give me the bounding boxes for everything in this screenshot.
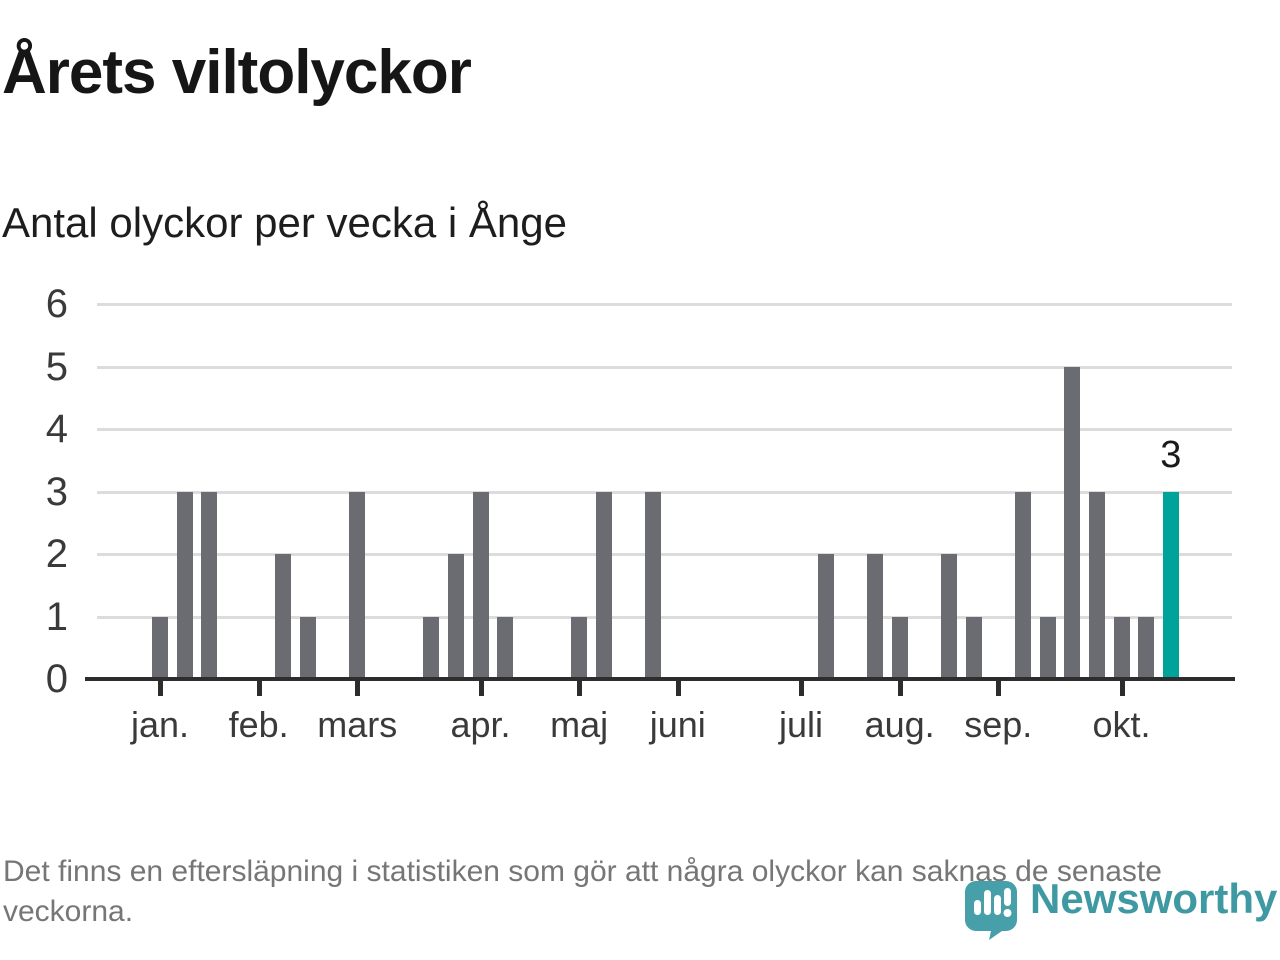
- x-label-juli: juli: [779, 704, 824, 745]
- newsworthy-wordmark: Newsworthy: [1030, 875, 1278, 922]
- bar-week-30: [866, 554, 883, 679]
- y-axis-label-5: 5: [45, 344, 68, 389]
- x-label-apr: apr.: [450, 704, 511, 745]
- y-axis-label-4: 4: [45, 407, 68, 451]
- x-label-jan: jan.: [130, 704, 190, 745]
- bar-week-19: [595, 491, 612, 679]
- gridline-6: [97, 303, 1232, 306]
- bar-week-14: [472, 491, 489, 679]
- bar-value-annotation: 3: [1160, 433, 1182, 476]
- x-label-juni: juni: [649, 704, 706, 745]
- bar-week-33: [940, 554, 957, 679]
- x-label-okt: okt.: [1092, 704, 1151, 745]
- newsworthy-bubble-chart-icon: [965, 881, 1017, 940]
- bar-week-42: [1162, 491, 1179, 679]
- footnote: Det finns en eftersläpning i statistiken…: [3, 855, 1162, 928]
- x-tick-maj: [577, 681, 583, 696]
- x-tick-jan: [158, 681, 163, 696]
- page-subtitle: Antal olyckor per vecka i Ånge: [2, 199, 567, 246]
- y-axis-label-2: 2: [45, 532, 68, 576]
- x-tick-okt: [1119, 681, 1125, 696]
- bar-week-15: [497, 616, 514, 679]
- x-label-feb: feb.: [228, 704, 289, 745]
- gridline-3: [97, 490, 1232, 494]
- weekly-accidents-bar-chart: 0 1 2 3 4 5 6 jan. feb. mars apr. maj juni juli aug. se…: [45, 282, 1235, 745]
- y-axis-label-3: 3: [45, 469, 68, 514]
- x-tick-juli: [799, 681, 805, 696]
- y-axis-label-6: 6: [45, 282, 68, 326]
- y-axis-label-0: 0: [45, 657, 68, 701]
- page-title: Årets viltolyckor: [2, 38, 472, 107]
- bar-week-31: [891, 616, 908, 679]
- bar-week-7: [299, 616, 316, 679]
- x-tick-apr: [478, 681, 484, 696]
- bar-week-36: [1014, 491, 1031, 679]
- bar-week-41: [1138, 616, 1155, 679]
- bar-week-40: [1113, 616, 1130, 679]
- gridline-5: [97, 365, 1232, 369]
- x-label-aug: aug.: [864, 704, 935, 745]
- gridline-1: [97, 615, 1232, 619]
- bar-week-38: [1064, 366, 1081, 679]
- bar-week-13: [447, 554, 464, 679]
- bar-week-9: [349, 491, 366, 679]
- x-tick-mars: [355, 681, 361, 696]
- bar-week-18: [571, 616, 588, 679]
- bar-week-21: [645, 491, 662, 679]
- newsworthy-logo: Newsworthy: [962, 876, 1278, 940]
- x-tick-aug: [897, 681, 903, 696]
- bar-week-34: [965, 616, 982, 679]
- x-label-maj: maj: [550, 704, 609, 745]
- x-axis-line: [85, 677, 1235, 681]
- bar-week-37: [1039, 616, 1056, 679]
- x-tick-feb: [256, 681, 262, 696]
- bar-week-12: [423, 616, 440, 679]
- bar-week-1: [152, 616, 168, 679]
- bar-week-28: [817, 554, 834, 679]
- bar-week-3: [201, 491, 218, 679]
- x-label-mars: mars: [317, 704, 398, 745]
- bar-week-39: [1088, 491, 1105, 679]
- x-tick-sep: [996, 681, 1002, 696]
- bar-week-2: [176, 491, 193, 679]
- x-label-sep: sep.: [964, 704, 1033, 745]
- bar-week-6: [275, 554, 292, 679]
- gridline-4: [97, 428, 1232, 431]
- gridline-2: [97, 553, 1232, 556]
- y-axis-label-1: 1: [45, 594, 68, 639]
- x-tick-juni: [675, 681, 681, 696]
